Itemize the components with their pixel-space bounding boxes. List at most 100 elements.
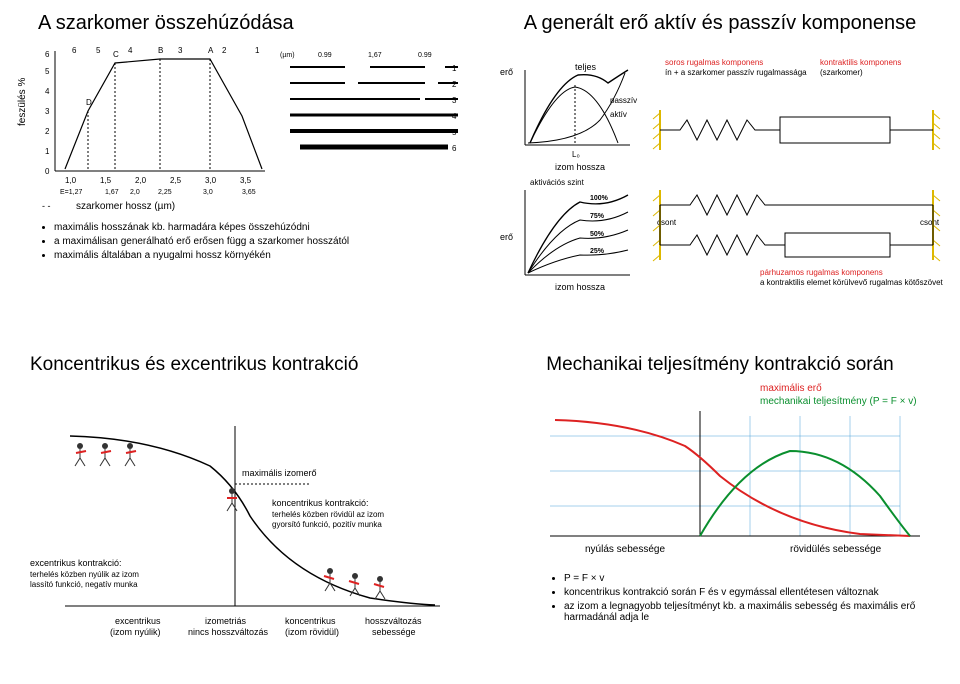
q1-title: A szarkomer összehúzódása xyxy=(38,12,470,35)
svg-text:2: 2 xyxy=(45,127,50,136)
svg-text:excentrikus: excentrikus xyxy=(115,616,161,626)
svg-text:1: 1 xyxy=(255,46,260,55)
svg-text:soros rugalmas komponens: soros rugalmas komponens xyxy=(665,58,763,67)
svg-text:passzív: passzív xyxy=(610,96,637,105)
svg-text:gyorsító funkció, pozitív munk: gyorsító funkció, pozitív munka xyxy=(272,520,382,529)
svg-text:5: 5 xyxy=(96,46,101,55)
svg-text:ín + a szarkomer passzív rugal: ín + a szarkomer passzív rugalmassága xyxy=(665,68,807,77)
q3-title: Koncentrikus és excentrikus kontrakció xyxy=(30,354,470,376)
q3-figure: maximális izomerő koncentrikus kontrakci… xyxy=(10,376,470,666)
svg-text:6: 6 xyxy=(45,50,50,59)
svg-text:6: 6 xyxy=(452,144,457,153)
q1-chart: 0 1 2 3 4 5 6 D C B A 6 5 4 3 2 1 1,0 1,5 2,0 2,5 3,0… xyxy=(10,41,470,211)
q1-bullets: maximális hosszának kb. harmadára képes … xyxy=(40,222,470,261)
svg-text:rövidülés sebessége: rövidülés sebessége xyxy=(790,544,882,555)
svg-text:1: 1 xyxy=(452,64,457,73)
svg-text:2,0: 2,0 xyxy=(135,176,147,185)
q2-title: A generált erő aktív és passzív komponen… xyxy=(490,12,950,35)
svg-text:3: 3 xyxy=(178,46,183,55)
svg-text:25%: 25% xyxy=(590,248,605,255)
svg-text:3,0: 3,0 xyxy=(203,189,213,196)
svg-text:lassító funkció, negatív munka: lassító funkció, negatív munka xyxy=(30,580,138,589)
q1-yticks: 0 1 2 3 4 5 6 xyxy=(45,50,50,176)
svg-text:4: 4 xyxy=(128,46,133,55)
svg-text:excentrikus kontrakció:: excentrikus kontrakció: xyxy=(30,558,122,568)
svg-text:- -: - - xyxy=(42,201,51,211)
svg-text:erő: erő xyxy=(500,232,513,242)
svg-text:aktivációs szint: aktivációs szint xyxy=(530,178,585,187)
svg-text:aktív: aktív xyxy=(610,110,627,119)
svg-text:terhelés közben rövidül az izo: terhelés közben rövidül az izom xyxy=(272,510,384,519)
q1-ylabel: feszülés % xyxy=(17,78,28,126)
svg-text:A: A xyxy=(208,46,214,55)
q2-figure: erő L₀ teljes passzív aktív izom hossza … xyxy=(490,35,950,315)
svg-text:1,67: 1,67 xyxy=(368,52,382,59)
svg-text:nincs hosszváltozás: nincs hosszváltozás xyxy=(188,627,269,637)
svg-text:koncentrikus: koncentrikus xyxy=(285,616,336,626)
konc-icons xyxy=(324,568,385,599)
svg-text:izometriás: izometriás xyxy=(205,616,247,626)
svg-text:3,65: 3,65 xyxy=(242,189,256,196)
svg-text:csont: csont xyxy=(920,218,940,227)
svg-text:2,5: 2,5 xyxy=(170,176,182,185)
svg-text:sebessége: sebessége xyxy=(372,627,416,637)
svg-text:5: 5 xyxy=(452,128,457,137)
svg-text:C: C xyxy=(113,50,119,59)
q4-b2: az izom a legnagyobb teljesítményt kb. a… xyxy=(564,601,950,623)
svg-text:(szarkomer): (szarkomer) xyxy=(820,68,863,77)
svg-text:(izom nyúlik): (izom nyúlik) xyxy=(110,627,161,637)
svg-text:maximális erő: maximális erő xyxy=(760,383,822,394)
svg-text:1,0: 1,0 xyxy=(65,176,77,185)
svg-text:1,67: 1,67 xyxy=(105,189,119,196)
svg-text:hosszváltozás: hosszváltozás xyxy=(365,616,422,626)
svg-text:párhuzamos rugalmas komponens: párhuzamos rugalmas komponens xyxy=(760,268,883,277)
svg-text:1: 1 xyxy=(45,147,50,156)
q1-b0: maximális hosszának kb. harmadára képes … xyxy=(54,222,470,233)
svg-text:teljes: teljes xyxy=(575,62,597,72)
svg-text:kontraktilis komponens: kontraktilis komponens xyxy=(820,58,901,67)
svg-text:75%: 75% xyxy=(590,213,605,220)
svg-text:3: 3 xyxy=(45,107,50,116)
svg-text:3: 3 xyxy=(452,96,457,105)
svg-text:3,0: 3,0 xyxy=(205,176,217,185)
q4-bullets: P = F × v koncentrikus kontrakció során … xyxy=(550,573,950,623)
svg-text:4: 4 xyxy=(45,87,50,96)
svg-text:5: 5 xyxy=(45,67,50,76)
svg-text:2,0: 2,0 xyxy=(130,189,140,196)
q1-b1: a maximálisan generálható erő erősen füg… xyxy=(54,236,470,247)
svg-text:mechanikai teljesítmény (P = F: mechanikai teljesítmény (P = F × v) xyxy=(760,396,917,407)
svg-text:2: 2 xyxy=(222,46,227,55)
svg-text:1,5: 1,5 xyxy=(100,176,112,185)
svg-text:2,25: 2,25 xyxy=(158,189,172,196)
svg-text:0.99: 0.99 xyxy=(318,52,332,59)
svg-text:nyúlás sebessége: nyúlás sebessége xyxy=(585,544,665,555)
q1-b2: maximális általában a nyugalmi hossz kör… xyxy=(54,250,470,261)
q1-xlabel: szarkomer hossz (µm) xyxy=(76,201,175,211)
svg-text:0.99: 0.99 xyxy=(418,52,432,59)
svg-text:terhelés közben nyúlik az izom: terhelés közben nyúlik az izom xyxy=(30,570,139,579)
q4-b1: koncentrikus kontrakció során F és v egy… xyxy=(564,587,950,598)
q4-title: Mechanikai teljesítmény kontrakció során xyxy=(490,354,950,376)
svg-text:(izom rövidül): (izom rövidül) xyxy=(285,627,339,637)
svg-text:izom hossza: izom hossza xyxy=(555,282,605,292)
svg-text:2: 2 xyxy=(452,80,457,89)
svg-text:maximális izomerő: maximális izomerő xyxy=(242,468,317,478)
svg-text:3,5: 3,5 xyxy=(240,176,252,185)
svg-text:izom hossza: izom hossza xyxy=(555,162,605,172)
exc-icons xyxy=(75,443,136,466)
svg-text:B: B xyxy=(158,46,163,55)
svg-text:erő: erő xyxy=(500,67,513,77)
q4-b0: P = F × v xyxy=(564,573,950,584)
svg-text:0: 0 xyxy=(45,167,50,176)
svg-text:E=1,27: E=1,27 xyxy=(60,189,82,196)
svg-text:100%: 100% xyxy=(590,195,609,202)
svg-text:koncentrikus kontrakció:: koncentrikus kontrakció: xyxy=(272,498,369,508)
svg-text:(µm): (µm) xyxy=(280,52,295,59)
q4-chart: maximális erő mechanikai teljesítmény (P… xyxy=(490,376,950,566)
svg-text:50%: 50% xyxy=(590,231,605,238)
svg-text:6: 6 xyxy=(72,46,77,55)
svg-text:a kontraktilis elemet körülvev: a kontraktilis elemet körülvevő rugalmas… xyxy=(760,278,944,287)
svg-text:L₀: L₀ xyxy=(572,150,580,159)
svg-text:D: D xyxy=(86,98,92,107)
svg-text:4: 4 xyxy=(452,112,457,121)
